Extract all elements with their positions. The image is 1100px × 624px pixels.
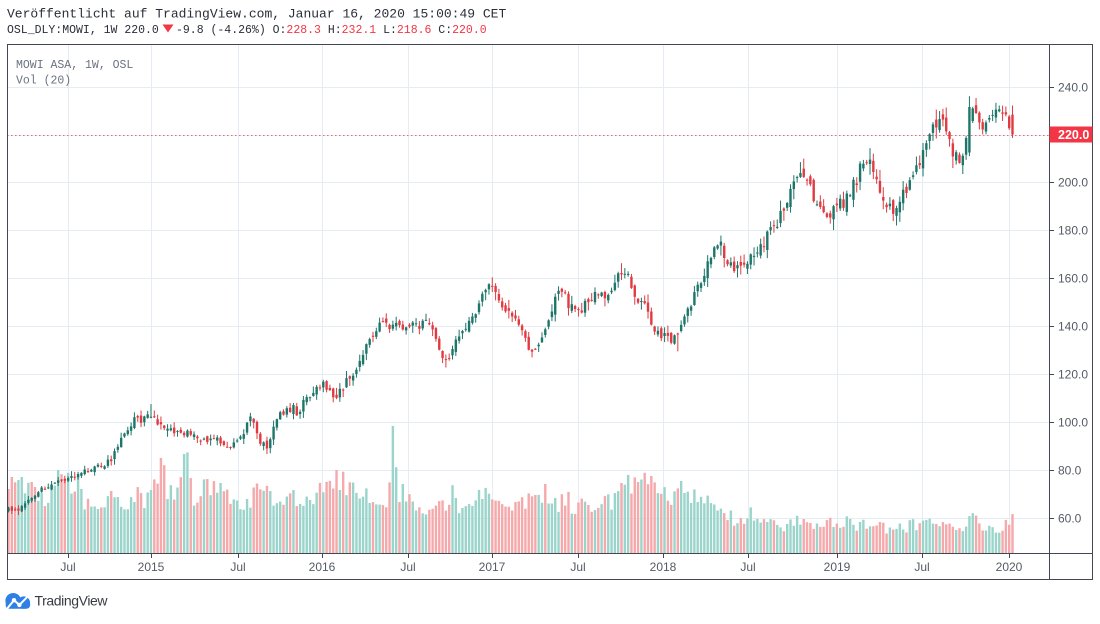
svg-text:MOWI ASA, 1W, OSL: MOWI ASA, 1W, OSL [16, 59, 133, 72]
svg-text:Jul: Jul [914, 560, 929, 574]
svg-text:2020: 2020 [996, 560, 1023, 574]
svg-text:OSL_DLY:MOWI, 1W 220.0: OSL_DLY:MOWI, 1W 220.0 [7, 24, 159, 37]
svg-text:120.0: 120.0 [1058, 368, 1088, 382]
svg-text:140.0: 140.0 [1058, 320, 1088, 334]
svg-text:200.0: 200.0 [1058, 176, 1088, 190]
svg-text:Jul: Jul [400, 560, 415, 574]
svg-text:TradingView: TradingView [35, 593, 109, 609]
svg-text:Jul: Jul [570, 560, 585, 574]
svg-text:-9.8 (-4.26%) O:228.3 H:232.1: -9.8 (-4.26%) O:228.3 H:232.1 L:218.6 C:… [176, 24, 487, 37]
svg-text:80.0: 80.0 [1058, 464, 1082, 478]
svg-text:100.0: 100.0 [1058, 416, 1088, 430]
svg-text:220.0: 220.0 [1058, 128, 1089, 142]
svg-text:2016: 2016 [309, 560, 336, 574]
svg-text:2015: 2015 [138, 560, 165, 574]
svg-text:2018: 2018 [650, 560, 677, 574]
svg-text:Jul: Jul [740, 560, 755, 574]
svg-text:Veröffentlicht auf TradingView: Veröffentlicht auf TradingView.com, Janu… [7, 7, 506, 22]
svg-text:Jul: Jul [60, 560, 75, 574]
svg-text:2017: 2017 [479, 560, 506, 574]
svg-text:Jul: Jul [230, 560, 245, 574]
svg-text:180.0: 180.0 [1058, 224, 1088, 238]
svg-text:Vol (20): Vol (20) [16, 75, 71, 88]
svg-text:60.0: 60.0 [1058, 512, 1082, 526]
svg-text:2019: 2019 [824, 560, 851, 574]
svg-text:240.0: 240.0 [1058, 81, 1088, 95]
svg-text:160.0: 160.0 [1058, 272, 1088, 286]
